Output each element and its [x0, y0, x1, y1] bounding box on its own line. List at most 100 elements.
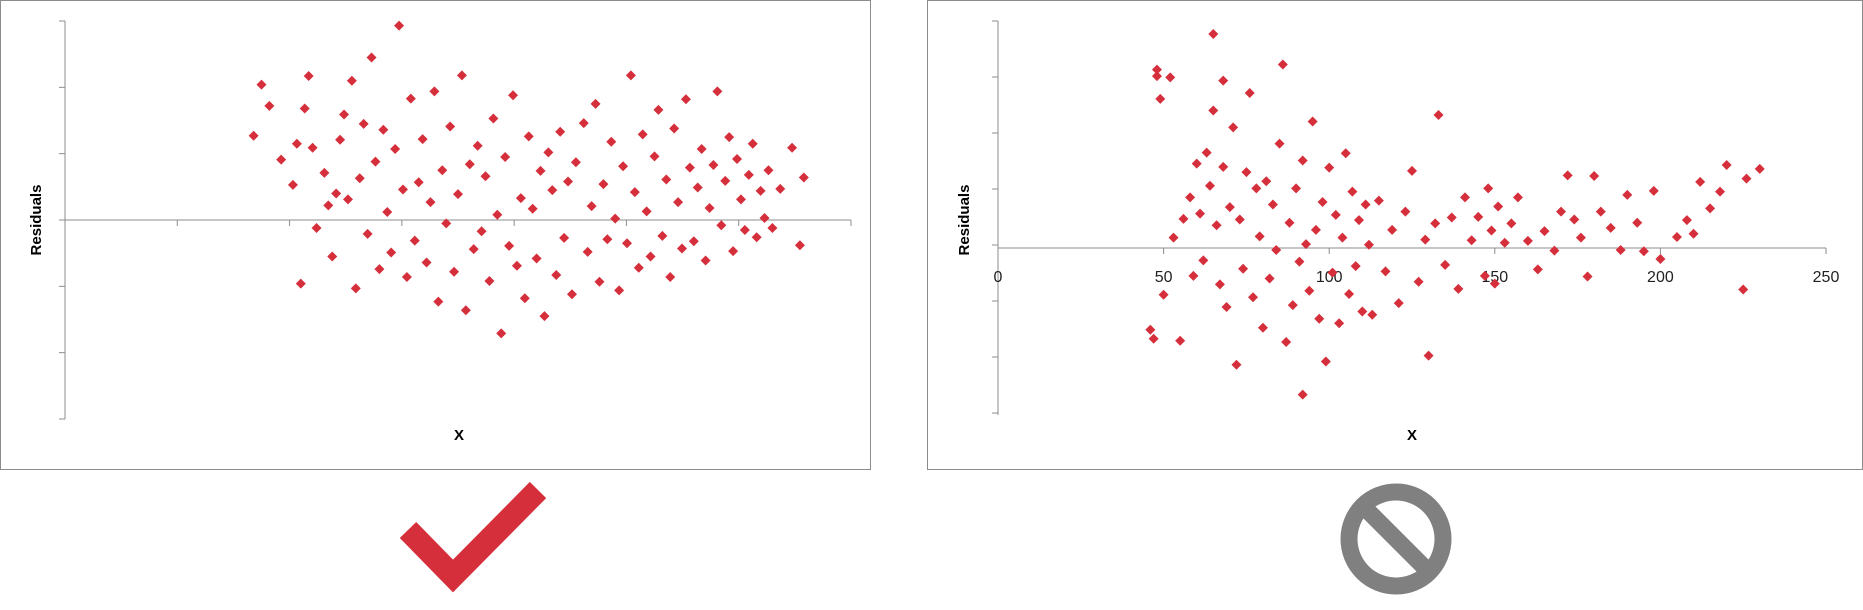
tick-marks	[992, 20, 1827, 414]
data-point	[728, 246, 739, 257]
x-tick-label: 0	[994, 269, 1003, 286]
data-point	[1556, 206, 1567, 217]
data-point	[401, 272, 412, 283]
data-point	[342, 194, 353, 205]
data-point	[1446, 212, 1457, 223]
x-tick-label: 200	[1647, 269, 1674, 286]
data-point	[1291, 183, 1302, 194]
data-point	[1151, 71, 1162, 82]
data-point	[1499, 237, 1510, 248]
data-point	[1228, 122, 1239, 133]
data-point	[1201, 147, 1212, 158]
data-point	[299, 103, 310, 114]
data-point	[578, 118, 589, 129]
data-point	[555, 126, 566, 137]
data-point	[1204, 180, 1215, 191]
data-point	[331, 188, 342, 199]
data-point	[409, 235, 420, 246]
data-point	[519, 293, 530, 304]
data-point	[1261, 176, 1272, 187]
data-point	[445, 121, 456, 132]
data-point	[606, 136, 617, 147]
data-point	[669, 123, 680, 134]
data-point	[1380, 266, 1391, 277]
data-point	[590, 98, 601, 109]
data-point	[1185, 192, 1196, 203]
data-point	[602, 234, 613, 245]
data-point	[594, 276, 605, 287]
data-point	[397, 184, 408, 195]
data-point	[743, 169, 754, 180]
data-point	[366, 52, 377, 63]
data-point	[586, 201, 597, 212]
data-point	[1221, 302, 1232, 313]
data-point	[1218, 161, 1229, 172]
data-point	[1648, 185, 1659, 196]
data-point	[323, 200, 334, 211]
data-point	[1486, 225, 1497, 236]
data-point	[484, 276, 495, 287]
data-point	[696, 144, 707, 155]
data-point	[264, 100, 275, 111]
data-point	[1688, 228, 1699, 239]
data-point	[559, 232, 570, 243]
x-axis-label: X	[454, 427, 464, 444]
data-point	[1638, 246, 1649, 257]
data-point	[641, 206, 652, 217]
data-point	[614, 285, 625, 296]
data-point	[287, 179, 298, 190]
data-point	[1459, 192, 1470, 203]
data-point	[1354, 215, 1365, 226]
data-point	[1695, 176, 1706, 187]
data-point	[708, 159, 719, 170]
data-point	[382, 207, 393, 218]
tick-marks	[59, 20, 852, 420]
data-point	[1479, 270, 1490, 281]
data-point	[515, 193, 526, 204]
data-point	[476, 226, 487, 237]
data-point	[1715, 186, 1726, 197]
data-point	[1350, 261, 1361, 272]
data-point	[712, 86, 723, 97]
data-point	[1304, 285, 1315, 296]
data-point	[1234, 214, 1245, 225]
data-point	[1615, 244, 1626, 255]
data-point	[390, 144, 401, 155]
data-point	[610, 213, 621, 224]
data-point	[456, 70, 467, 81]
data-point	[677, 243, 688, 254]
data-point	[1155, 93, 1166, 104]
data-point	[350, 283, 361, 294]
data-point	[1373, 195, 1384, 206]
data-point	[437, 165, 448, 176]
data-point	[739, 224, 750, 235]
data-point	[551, 270, 562, 281]
data-point	[1595, 206, 1606, 217]
data-point	[598, 179, 609, 190]
data-point	[1340, 148, 1351, 159]
data-point	[1148, 333, 1159, 344]
x-tick-label: 50	[1155, 269, 1173, 286]
data-point	[1393, 298, 1404, 309]
data-point	[374, 264, 385, 275]
data-point	[531, 253, 542, 264]
bad-residual-chart-svg: Residuals X 0 50 100 150 200 250	[956, 20, 1839, 444]
data-point	[1208, 28, 1219, 39]
data-point	[492, 209, 503, 220]
data-point	[1198, 255, 1209, 266]
data-point	[661, 174, 672, 185]
data-point	[1191, 158, 1202, 169]
data-point	[1483, 183, 1494, 194]
data-point	[1430, 218, 1441, 229]
data-point	[618, 161, 629, 172]
data-point	[1562, 170, 1573, 181]
data-point	[1248, 292, 1259, 303]
data-point	[747, 138, 758, 149]
data-point	[1264, 273, 1275, 284]
data-point	[1218, 75, 1229, 86]
data-point	[307, 142, 318, 153]
data-point	[1324, 162, 1335, 173]
data-point	[1257, 322, 1268, 333]
data-point	[1281, 337, 1292, 348]
data-point	[1681, 215, 1692, 226]
